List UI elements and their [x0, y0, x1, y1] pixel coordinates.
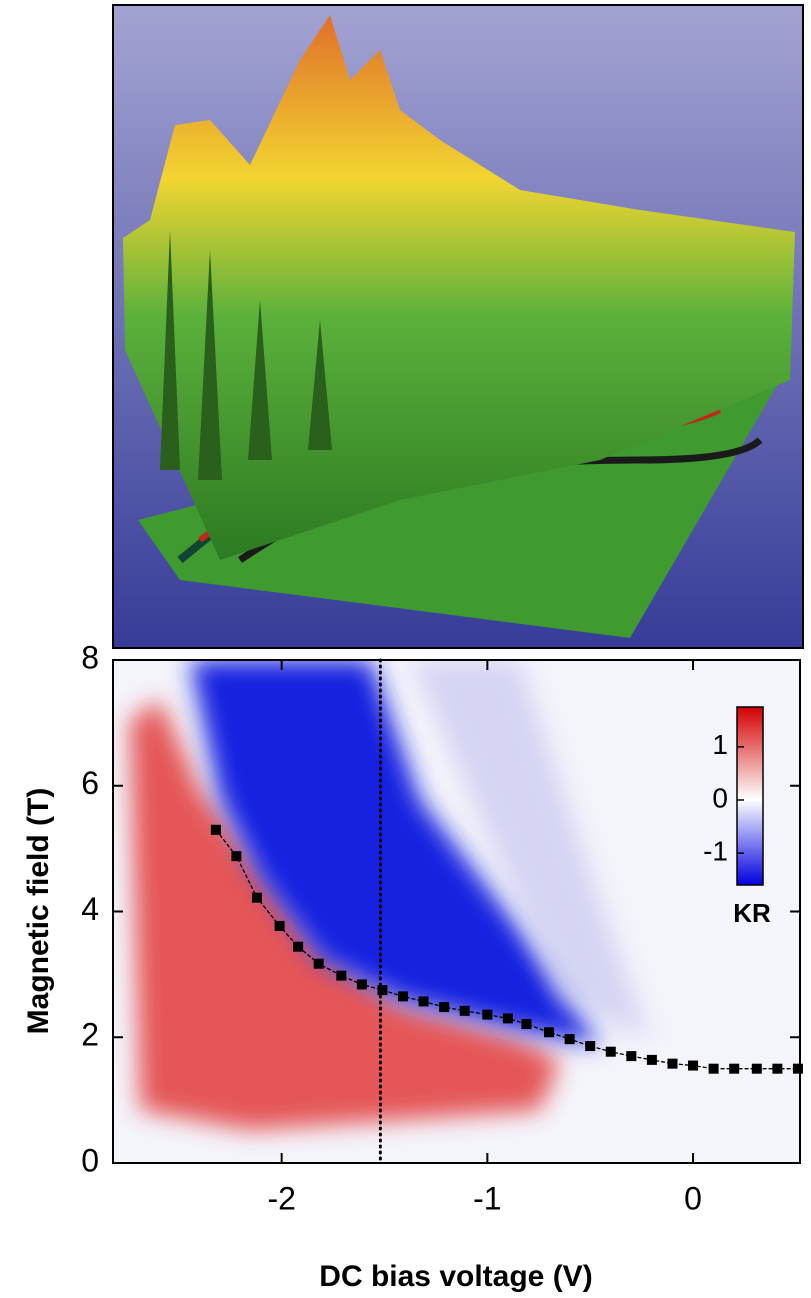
x-tick-label: -2 [267, 1180, 295, 1216]
heatmap [113, 660, 800, 1163]
colorbar-tick-label: 0 [712, 782, 728, 813]
point [729, 1063, 740, 1074]
colorbar-tick-label: 1 [712, 729, 728, 760]
point [251, 892, 262, 903]
point [708, 1063, 719, 1074]
x-tick-label: -1 [473, 1180, 501, 1216]
point [418, 996, 429, 1007]
colorbar-label: KR [733, 898, 771, 928]
point [482, 1009, 493, 1020]
point [377, 985, 388, 996]
x-tick-label: 0 [684, 1180, 702, 1216]
point [459, 1005, 470, 1016]
point [751, 1063, 762, 1074]
point [605, 1046, 616, 1057]
point [313, 958, 324, 969]
point [502, 1013, 513, 1024]
point [688, 1060, 699, 1071]
y-tick-label: 8 [81, 639, 99, 675]
point [231, 851, 242, 862]
point [398, 991, 409, 1002]
point [792, 1063, 803, 1074]
x-axis-label: DC bias voltage (V) [319, 1260, 592, 1293]
y-tick-label: 0 [81, 1142, 99, 1178]
y-tick-label: 6 [81, 765, 99, 801]
point [585, 1041, 596, 1052]
point [772, 1063, 783, 1074]
point [544, 1027, 555, 1038]
colorbar [736, 706, 764, 886]
point [274, 920, 285, 931]
point [356, 979, 367, 990]
y-tick-label: 4 [81, 891, 99, 927]
point [336, 970, 347, 981]
surface-render [112, 4, 804, 649]
point [667, 1058, 678, 1069]
point [646, 1054, 657, 1065]
point [626, 1051, 637, 1062]
point [210, 824, 221, 835]
point [439, 1002, 450, 1013]
point [521, 1019, 532, 1030]
point [293, 941, 304, 952]
y-tick-label: 2 [81, 1017, 99, 1053]
y-axis-label: Magnetic field (T) [22, 788, 55, 1035]
point [564, 1034, 575, 1045]
colorbar-tick-label: -1 [703, 836, 728, 867]
